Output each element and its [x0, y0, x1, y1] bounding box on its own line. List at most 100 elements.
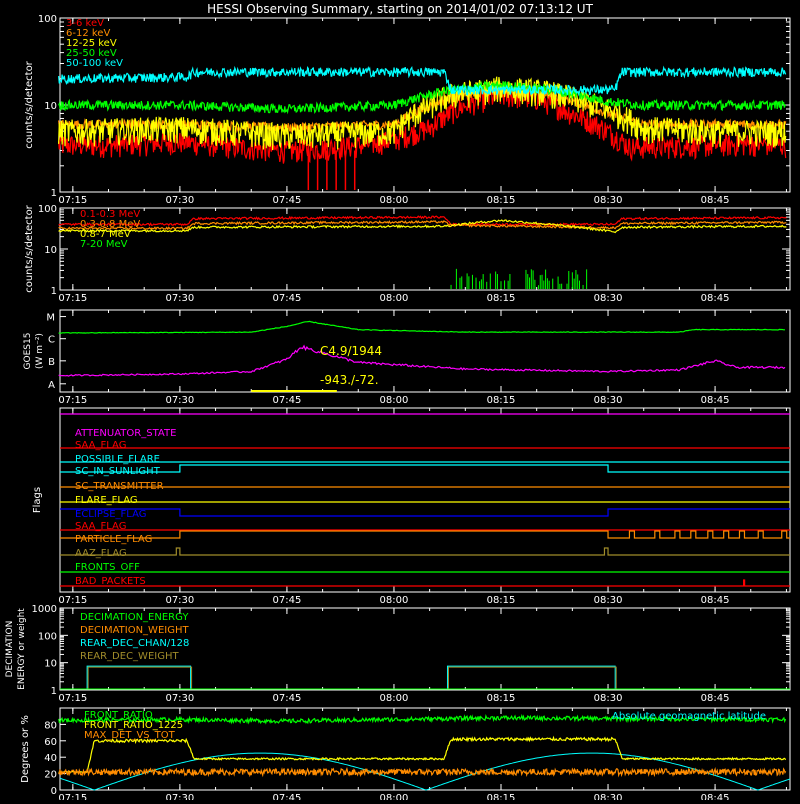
- legend-entry: 50-100 keV: [66, 58, 123, 69]
- x-tick-label: 08:00: [380, 595, 409, 606]
- x-tick-label: 08:30: [594, 293, 623, 304]
- x-tick-label: 07:30: [165, 293, 194, 304]
- x-tick-label: 07:30: [165, 595, 194, 606]
- x-tick-label: 07:45: [273, 195, 302, 206]
- y-tick-label: C: [48, 335, 55, 346]
- y-tick-label: 10: [44, 245, 57, 256]
- y-axis-label: ENERGY or weight: [17, 608, 27, 690]
- y-tick-label: 100: [38, 631, 57, 642]
- x-tick-label: 07:30: [165, 195, 194, 206]
- flag-label: BAD_PACKETS: [75, 576, 146, 587]
- x-tick-label: 07:30: [165, 793, 194, 800]
- flare-annotation: C4.9/1944: [320, 344, 382, 358]
- series-line: [58, 80, 787, 115]
- x-tick-label: 07:30: [165, 395, 194, 406]
- y-tick-label: 1: [51, 286, 57, 297]
- legend-entry: DECIMATION_ENERGY: [80, 612, 189, 623]
- legend-entry: REAR_DEC_CHAN/128: [80, 638, 189, 649]
- series-line: [58, 713, 787, 725]
- flag-line: [60, 464, 790, 473]
- legend-entry: 0.1-0.3 MeV: [80, 209, 140, 220]
- legend-entry: FRONT_RATIO_1225: [84, 720, 183, 731]
- y-tick-label: 100: [38, 204, 57, 215]
- flag-label: FRONTS_OFF: [75, 562, 140, 573]
- x-tick-label: 08:15: [487, 293, 516, 304]
- x-tick-label: 07:15: [58, 395, 87, 406]
- x-tick-label: 08:00: [380, 293, 409, 304]
- x-tick-label: 08:30: [594, 793, 623, 800]
- series-line: [58, 735, 787, 774]
- y-axis-label: GOES15: [23, 333, 33, 370]
- y-tick-label: 10: [44, 101, 57, 112]
- legend-entry: 3-6 keV: [66, 18, 104, 29]
- flag-line: [60, 530, 790, 539]
- legend-entry: 6-12 keV: [66, 28, 110, 39]
- flags-panel: 07:15 07:30 07:45 08:00 08:15 08:30 08:45 Flags…: [32, 407, 791, 606]
- flags-frame: [59, 407, 791, 593]
- legend-entry: MAX_DET_VS_TOT: [84, 730, 176, 741]
- legend-entry: FRONT_RATIO: [84, 710, 153, 721]
- x-tick-label: 08:45: [701, 395, 730, 406]
- y-tick-label: 1: [51, 686, 57, 697]
- y-tick-label: A: [48, 380, 55, 391]
- x-tick-label: 08:30: [594, 595, 623, 606]
- y-axis-label: counts/s/detector: [24, 60, 35, 148]
- x-tick-label: 08:15: [487, 693, 516, 704]
- y-tick-label: 100: [38, 14, 57, 25]
- x-tick-label: 08:45: [701, 293, 730, 304]
- x-tick-label: 07:15: [58, 595, 87, 606]
- position-annotation: -943./-72.: [320, 373, 379, 387]
- x-tick-label: 07:15: [58, 693, 87, 704]
- series-line: [58, 215, 787, 227]
- legend-entry: REAR_DEC_WEIGHT: [80, 651, 179, 662]
- series-line: [58, 65, 787, 97]
- latitude-line: [59, 752, 791, 791]
- goes-frame: [59, 309, 791, 393]
- flag-label: ATTENUATOR_STATE: [75, 428, 176, 439]
- flag-line: [60, 508, 790, 517]
- x-tick-label: 07:45: [273, 595, 302, 606]
- x-tick-label: 08:00: [380, 793, 409, 800]
- ratios-panel: 07:15 07:30 07:45 08:00 08:15 08:30 08:45 0 20 40…: [20, 707, 791, 804]
- x-tick-label: 07:45: [273, 293, 302, 304]
- y-tick-label: 1000: [32, 604, 57, 615]
- x-tick-label: 08:00: [380, 395, 409, 406]
- flag-label: SAA_FLAG: [75, 440, 126, 451]
- legend-entry: 12-25 keV: [66, 38, 117, 49]
- y-tick-label: 60: [44, 737, 57, 748]
- series-line: [58, 320, 785, 334]
- series-line: [58, 85, 787, 164]
- x-tick-label: 07:15: [58, 293, 87, 304]
- goes-panel: 07:15 07:30 07:45 08:00 08:15 08:30 08:45 A BCM G…: [23, 309, 791, 406]
- x-tick-label: 08:15: [487, 395, 516, 406]
- x-tick-label: 08:00: [380, 693, 409, 704]
- x-tick-label: 07:30: [165, 693, 194, 704]
- latitude-label: Absolute geomagnetic latitude: [612, 711, 766, 722]
- y-tick-label: M: [46, 313, 55, 324]
- legend-entry: DECIMATION_WEIGHT: [80, 625, 189, 636]
- y-axis-label: Flags: [32, 487, 43, 513]
- series-line: [58, 766, 787, 778]
- lightcurves-high-panel: 07:15 07:30 07:45 08:00 08:15 08:30 08:45 1 10 10…: [24, 204, 791, 304]
- x-tick-label: 07:15: [58, 195, 87, 206]
- x-tick-label: 08:30: [594, 195, 623, 206]
- flag-label: SC_TRANSMITTER: [75, 481, 164, 492]
- flag-label: AAZ_FLAG: [75, 548, 127, 559]
- flag-label: ECLIPSE_FLAG: [75, 509, 146, 520]
- y-axis-label: Degrees or %: [20, 715, 31, 783]
- decimation-frame: [59, 607, 791, 691]
- y-tick-label: 20: [44, 770, 57, 781]
- x-tick-label: 08:45: [701, 693, 730, 704]
- flag-label: SC_IN_SUNLIGHT: [75, 466, 161, 477]
- y-axis-label: DECIMATION: [5, 621, 15, 678]
- legend-entry: 7-20 MeV: [80, 239, 128, 250]
- x-tick-label: 08:45: [701, 595, 730, 606]
- legend-entry: 0.8-7 MeV: [80, 229, 131, 240]
- x-tick-label: 07:15: [58, 793, 87, 800]
- flag-label: PARTICLE_FLAG: [75, 534, 152, 545]
- x-tick-label: 07:45: [273, 693, 302, 704]
- flag-line: [60, 547, 790, 556]
- y-tick-label: 1: [51, 188, 57, 199]
